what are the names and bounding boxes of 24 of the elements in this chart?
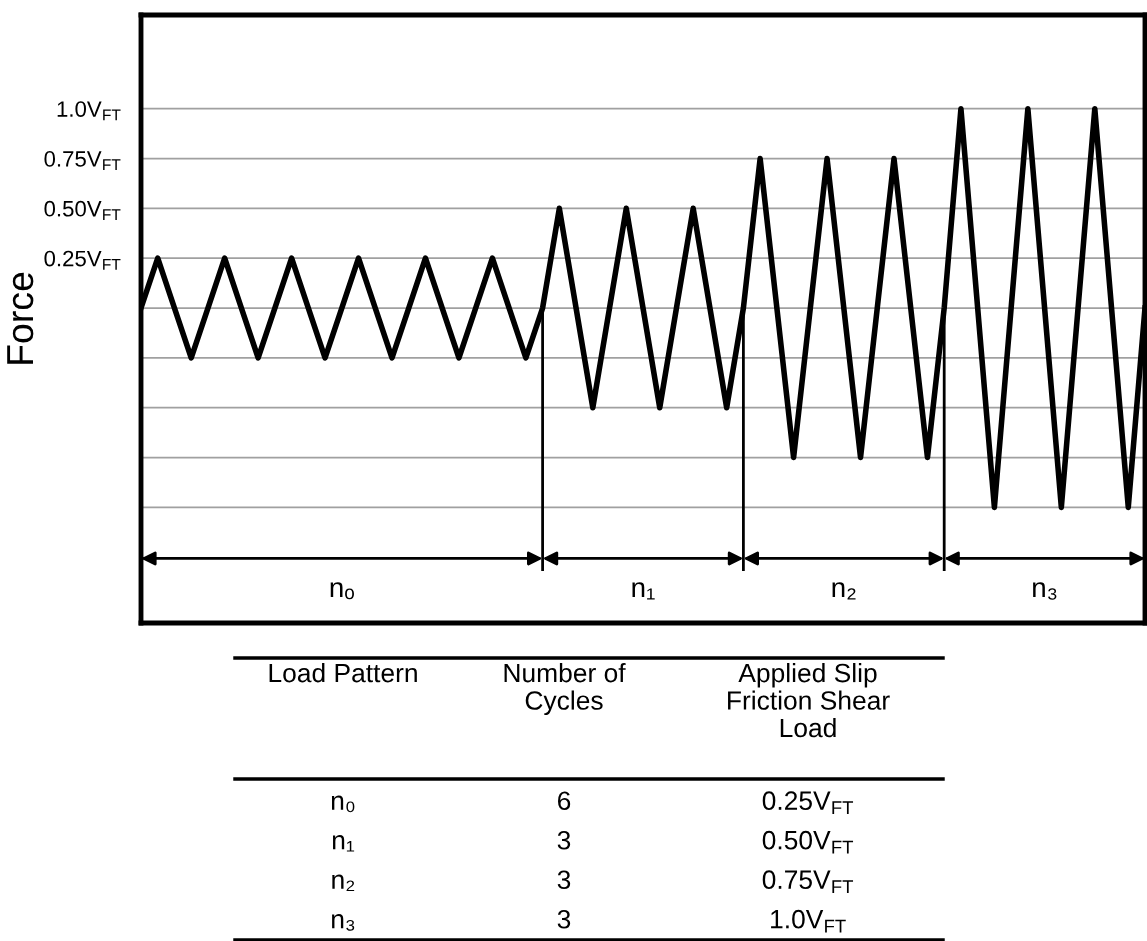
y-axis-title: Force: [7, 272, 34, 364]
text: 0.75V$_{FT}$: [762, 870, 854, 893]
text: Number of Cycles: [504, 663, 626, 716]
annotation: n₁: [632, 582, 655, 600]
text: n₂: [332, 874, 355, 892]
annotation: nₒ: [330, 582, 354, 600]
text: 0.50V$_{FT}$: [762, 830, 854, 854]
text: 3: [557, 870, 571, 890]
annotation: n₂: [832, 582, 856, 600]
text: n₃: [332, 914, 355, 931]
text: Load Pattern: [269, 663, 417, 683]
text: 6: [558, 791, 571, 811]
text: 0.25V$_{FT}$: [762, 791, 854, 814]
y-tick-label: 0.75V$_{FT}$: [44, 151, 121, 171]
text: 3: [557, 830, 571, 850]
text: Applied Slip Friction Shear Load: [728, 663, 890, 738]
text: 3: [557, 909, 571, 929]
y-tick-label: 1.0V$_{FT}$: [57, 101, 121, 121]
text: 1.0V$_{FT}$: [771, 909, 846, 933]
y-tick-label: 0.50V$_{FT}$: [44, 200, 121, 220]
text: n₁: [332, 835, 355, 852]
text: n₀: [331, 795, 355, 813]
annotation: n₃: [1033, 582, 1057, 600]
y-tick-label: 0.25V$_{FT}$: [44, 250, 121, 270]
